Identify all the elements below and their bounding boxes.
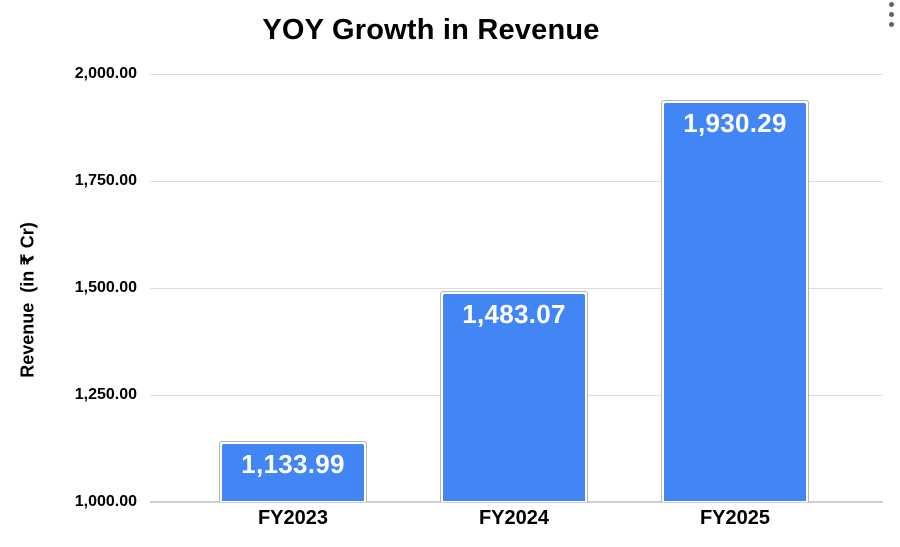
x-axis-line bbox=[150, 501, 883, 503]
y-axis-tick-label: 1,500.00 bbox=[74, 279, 137, 296]
y-axis-tick-label: 1,000.00 bbox=[74, 493, 137, 510]
kebab-dot bbox=[888, 2, 894, 7]
bar-fill: 1,483.07 bbox=[443, 294, 585, 501]
gridline bbox=[150, 288, 883, 289]
y-axis-tick-label: 1,750.00 bbox=[74, 172, 137, 189]
kebab-dot bbox=[888, 22, 894, 27]
bar-value-label: 1,930.29 bbox=[683, 108, 787, 138]
bar-fy2023[interactable]: 1,133.99 bbox=[219, 441, 367, 502]
chart-title: YOY Growth in Revenue bbox=[262, 14, 600, 46]
plot-area: 1,133.99 1,483.07 1,930.29 bbox=[150, 74, 883, 503]
bar-fill: 1,930.29 bbox=[664, 103, 806, 501]
x-axis-tick-label: FY2025 bbox=[699, 507, 771, 529]
gridline bbox=[150, 181, 883, 182]
bar-fy2024[interactable]: 1,483.07 bbox=[440, 291, 588, 502]
gridline bbox=[150, 74, 883, 75]
y-axis-tick-label: 1,250.00 bbox=[74, 386, 137, 403]
bar-value-label: 1,133.99 bbox=[241, 449, 345, 479]
x-axis-tick-label: FY2023 bbox=[257, 507, 329, 529]
bar-fy2025[interactable]: 1,930.29 bbox=[661, 100, 809, 502]
more-options-icon[interactable] bbox=[884, 2, 898, 27]
y-axis-tick-label: 2,000.00 bbox=[74, 65, 137, 82]
bar-fill: 1,133.99 bbox=[222, 444, 364, 501]
x-axis-tick-label: FY2024 bbox=[478, 507, 550, 529]
y-axis-title: Revenue (in ₹ Cr) bbox=[17, 222, 38, 378]
bar-value-label: 1,483.07 bbox=[462, 299, 566, 329]
kebab-dot bbox=[888, 12, 894, 17]
